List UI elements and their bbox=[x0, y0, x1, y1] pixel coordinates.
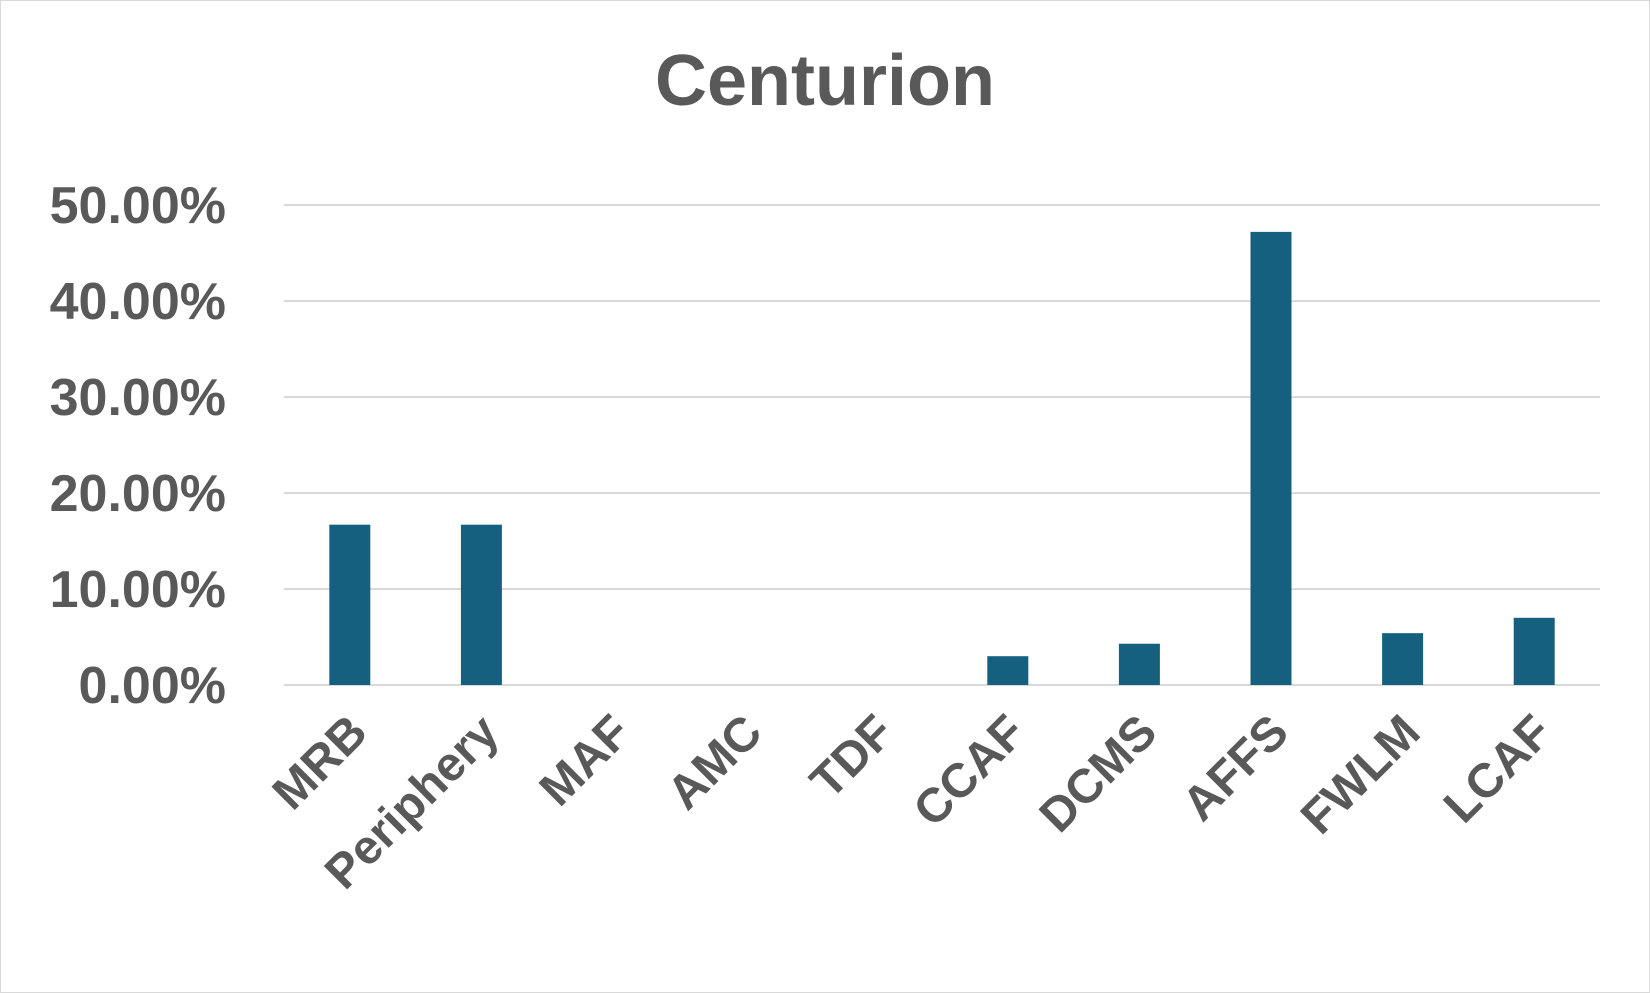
bars bbox=[329, 231, 1555, 685]
x-category-label: CCAF bbox=[904, 705, 1036, 837]
bar-periphery bbox=[460, 524, 502, 685]
bar-fwlm bbox=[1382, 633, 1424, 685]
x-category-label: FWLM bbox=[1291, 705, 1430, 844]
x-category-label: MAF bbox=[530, 705, 641, 816]
bar-mrb bbox=[329, 524, 371, 685]
y-tick-label: 40.00% bbox=[50, 273, 226, 331]
x-category-label: LCAF bbox=[1434, 705, 1562, 833]
x-category-label: TDF bbox=[801, 705, 904, 808]
y-axis-tick-labels: 0.00% 10.00% 20.00% 30.00% 40.00% 50.00% bbox=[50, 177, 226, 715]
y-tick-label: 50.00% bbox=[50, 177, 226, 235]
x-category-label: MRB bbox=[263, 705, 378, 820]
x-category-label: AFFS bbox=[1173, 705, 1299, 831]
chart-title: Centurion bbox=[655, 41, 995, 121]
bar-lcaf bbox=[1513, 617, 1555, 685]
bar-dcms bbox=[1118, 643, 1160, 685]
y-tick-label: 0.00% bbox=[79, 657, 226, 715]
bar-ccaf bbox=[987, 656, 1029, 685]
y-tick-label: 20.00% bbox=[50, 465, 226, 523]
x-category-label: DCMS bbox=[1030, 705, 1167, 842]
y-tick-label: 10.00% bbox=[50, 561, 226, 619]
y-tick-label: 30.00% bbox=[50, 369, 226, 427]
bar-affs bbox=[1250, 231, 1292, 685]
x-category-label: AMC bbox=[658, 705, 773, 820]
gridlines bbox=[284, 204, 1600, 686]
